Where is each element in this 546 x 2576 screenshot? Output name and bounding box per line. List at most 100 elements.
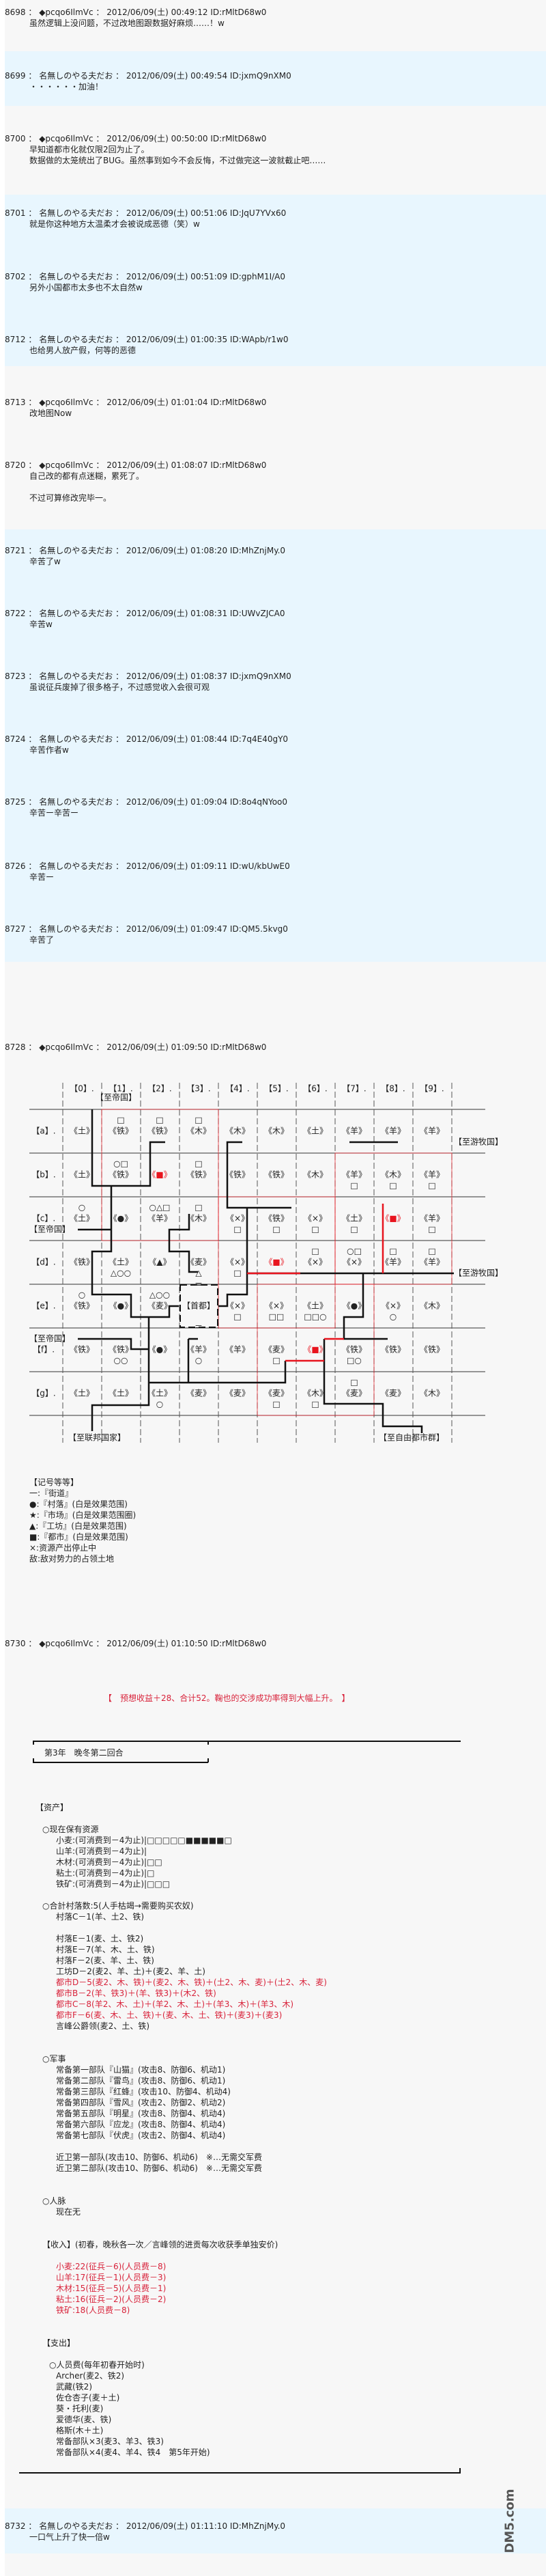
cell-resource: 《麦》	[186, 1389, 211, 1398]
cell-resource: 《木》	[186, 1126, 211, 1136]
post-body: 早知道都市化就仅限2回为止了。数据做的太笼统出了BUG。虽然事到如今不会反悔，不…	[5, 144, 537, 166]
exit-label: 【至自由都市群】	[379, 1432, 444, 1443]
road	[168, 1214, 198, 1273]
column-label: 【0】.	[70, 1084, 94, 1094]
cell-marks: □	[311, 1225, 319, 1234]
forum-post: 8699 ： 名無しのやる夫だお ： 2012/06/09(土) 00:49:5…	[5, 70, 537, 92]
id-label: ID:	[229, 272, 242, 281]
post-line: 辛苦了w	[29, 557, 61, 566]
report-line: 常备第一部队『山猫』(攻击8、防御6、机动1)	[56, 2065, 226, 2075]
header-separator: ：	[113, 797, 126, 807]
road	[91, 1109, 165, 1187]
header-separator: ：	[113, 208, 126, 218]
city-range-outline	[101, 1109, 219, 1241]
post-line: 辛苦ー辛苦ー	[29, 808, 79, 818]
frame-rule	[33, 1741, 34, 1745]
frame-rule	[19, 2472, 461, 2474]
report-line: 常备第三部队『红蜂』(攻击10、防御4、机动4)	[56, 2087, 231, 2096]
legend-line: ×:资源产出停止中	[29, 1543, 97, 1553]
poster-id: jxmQ9nXM0	[241, 71, 291, 81]
legend-line: 【记号等等】	[29, 1478, 79, 1487]
post-line: 也给男人放产假，何等的恶德	[29, 346, 136, 355]
row-label: 【g】.	[31, 1389, 55, 1398]
poster-name: 名無しのやる夫だお	[39, 208, 113, 218]
post-datetime: 2012/06/09(土) 00:50:00	[106, 134, 208, 143]
forum-post: 8702 ： 名無しのやる夫だお ： 2012/06/09(土) 00:51:0…	[5, 271, 537, 293]
post-line: 自己改的都有点迷糊，累死了。	[29, 471, 145, 481]
forum-post: 8712 ： 名無しのやる夫だお ： 2012/06/09(土) 01:00:3…	[5, 334, 537, 356]
report-line: 铁矿:(可消费到－4为止)|□□□	[56, 1879, 171, 1889]
post-number: 8698	[5, 8, 26, 17]
poster-name: 名無しのやる夫だお	[39, 335, 113, 344]
post-background	[5, 366, 546, 529]
poster-id: JqU7YVx60	[241, 208, 287, 218]
cell-marks: □	[195, 1203, 202, 1213]
post-datetime: 2012/06/09(土) 01:01:04	[106, 398, 208, 407]
poster-name: 名無しのやる夫だお	[39, 2521, 113, 2531]
post-header: 8722 ： 名無しのやる夫だお ： 2012/06/09(土) 01:08:3…	[5, 608, 537, 619]
post-datetime: 2012/06/09(土) 01:09:50	[106, 1042, 208, 1052]
cell-marks: □	[350, 1378, 358, 1387]
column-label: 【1】.	[109, 1084, 132, 1094]
cell-marks: □	[389, 1247, 397, 1256]
watermark-text: DM5.com	[502, 2489, 517, 2553]
turn-title: 第3年 晚冬第二回合	[44, 1748, 124, 1758]
id-label: ID:	[210, 1639, 222, 1648]
report-line: 工坊D－2(麦2、羊、土)＋(麦2、羊、土)	[56, 1967, 205, 1976]
cell-resource: 《麦》	[381, 1389, 405, 1398]
post-line: 早知道都市化就仅限2回为止了。	[29, 145, 149, 154]
post-body: 一口气上升了快一倍w	[5, 2532, 537, 2543]
report-line: Archer(麦2、铁2)	[56, 2371, 125, 2381]
post-line: 数据做的太笼统出了BUG。虽然事到如今不会反悔，不过做完这一波就截止吧……	[29, 156, 326, 165]
post-body: 也给男人放产假，何等的恶德	[5, 345, 537, 356]
header-separator: ：	[25, 671, 40, 681]
id-label: ID:	[229, 861, 242, 871]
report-line: 佐仓杏子(麦＋土)	[56, 2393, 120, 2402]
post-header: 8700 ： ◆pcqo6IlmVc ： 2012/06/09(土) 00:50…	[5, 133, 537, 144]
report-line: 常备第六部队『应龙』(攻击8、防御4、机动4)	[56, 2120, 226, 2129]
forum-post: 8713 ： ◆pcqo6IlmVc ： 2012/06/09(土) 01:01…	[5, 397, 537, 419]
post-number: 8702	[5, 272, 26, 281]
post-number: 8728	[5, 1042, 26, 1052]
forum-post: 8721 ： 名無しのやる夫だお ： 2012/06/09(土) 01:08:2…	[5, 545, 537, 567]
header-separator: ：	[93, 398, 107, 407]
post-header: 8713 ： ◆pcqo6IlmVc ： 2012/06/09(土) 01:01…	[5, 397, 537, 408]
report-line: 常备部队×4(麦4、羊4、铁4 第5年开始)	[56, 2448, 210, 2457]
post-datetime: 2012/06/09(土) 01:00:35	[126, 335, 228, 344]
cell-resource: 《土》	[70, 1170, 94, 1180]
poster-name: ◆pcqo6IlmVc	[39, 460, 94, 470]
report-line: ○合計村落数:5(人手枯竭→需要购买农奴)	[42, 1901, 194, 1911]
post-body: 辛苦w	[5, 619, 537, 630]
header-separator: ：	[25, 2521, 40, 2531]
cell-resource: 《×》	[226, 1258, 249, 1267]
post-datetime: 2012/06/09(土) 01:09:47	[126, 924, 228, 934]
header-separator: ：	[93, 460, 107, 470]
capital-gate: ＝	[195, 1322, 203, 1332]
header-separator: ：	[113, 71, 126, 81]
report-line: 木材:(可消费到－4为止)|□□	[56, 1857, 162, 1867]
report-line: 常备第七部队『伏虎』(攻击2、防御4、机动4)	[56, 2131, 226, 2140]
frame-rule	[33, 1741, 461, 1742]
highlight-line: 粘土:16(征兵－2)(人员费－2)	[56, 2295, 167, 2304]
post-body: 辛苦ー辛苦ー	[5, 807, 537, 818]
exit-label: 【至帝国】	[29, 1333, 70, 1344]
forum-post: 8723 ： 名無しのやる夫だお ： 2012/06/09(土) 01:08:3…	[5, 671, 537, 693]
post-background	[5, 106, 546, 195]
header-separator: ：	[25, 8, 40, 17]
header-separator: ：	[113, 335, 126, 344]
post-number: 8724	[5, 734, 26, 744]
cell-marks: ○	[78, 1290, 85, 1300]
road	[218, 1208, 248, 1307]
post-line: 另外小国都市太多也不太自然w	[29, 283, 143, 292]
cell-marks: □	[233, 1312, 241, 1322]
row-label: 【e】.	[31, 1301, 55, 1311]
header-separator: ：	[25, 272, 40, 281]
id-label: ID:	[229, 734, 242, 744]
cell-resource: 《铁》	[70, 1345, 94, 1355]
cell-resource: 《铁》	[264, 1214, 289, 1223]
id-label: ID:	[229, 208, 242, 218]
cell-resource: 《木》	[381, 1170, 405, 1180]
forum-post: 8727 ： 名無しのやる夫だお ： 2012/06/09(土) 01:09:4…	[5, 924, 537, 945]
legend-line: 敌:敌对势力的占领土地	[29, 1554, 115, 1564]
cell-resource: 《土》	[147, 1389, 172, 1398]
